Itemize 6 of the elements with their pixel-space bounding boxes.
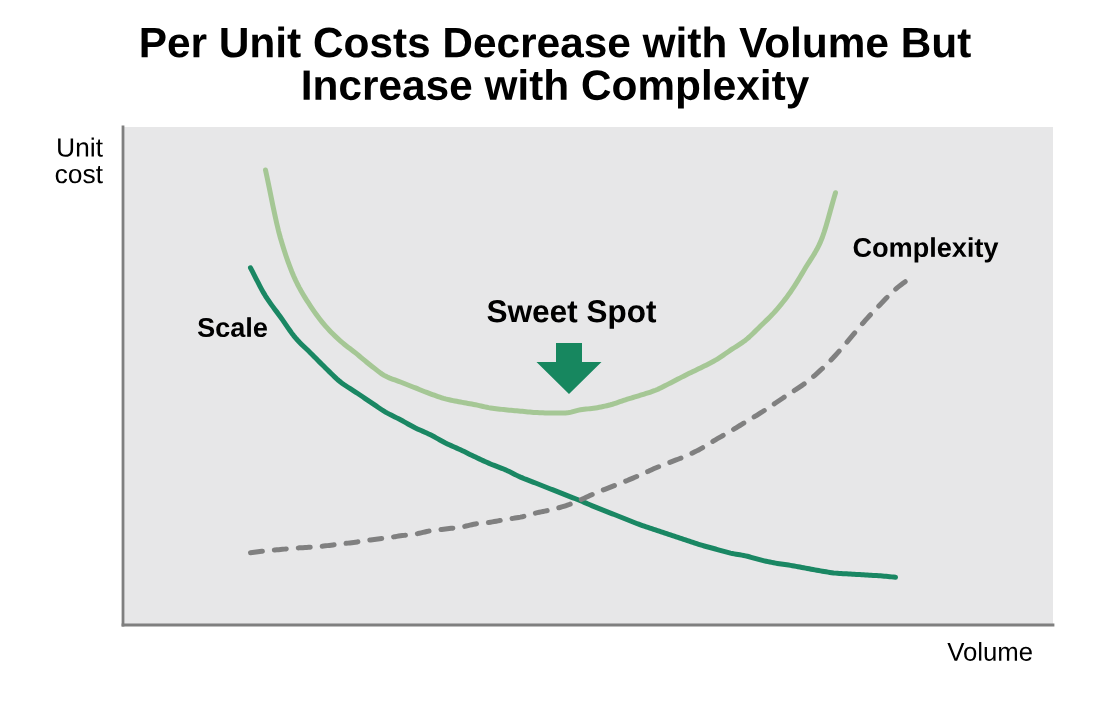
chart-title: Per Unit Costs Decrease with Volume But Increase with Complexity [141, 26, 971, 109]
series-label: Scale [197, 317, 267, 338]
y-axis-title: Unit cost [55, 137, 103, 184]
x-axis-title: Volume [947, 642, 1032, 661]
series-label: Complexity [853, 237, 999, 263]
annotation: Sweet Spot [487, 300, 657, 329]
